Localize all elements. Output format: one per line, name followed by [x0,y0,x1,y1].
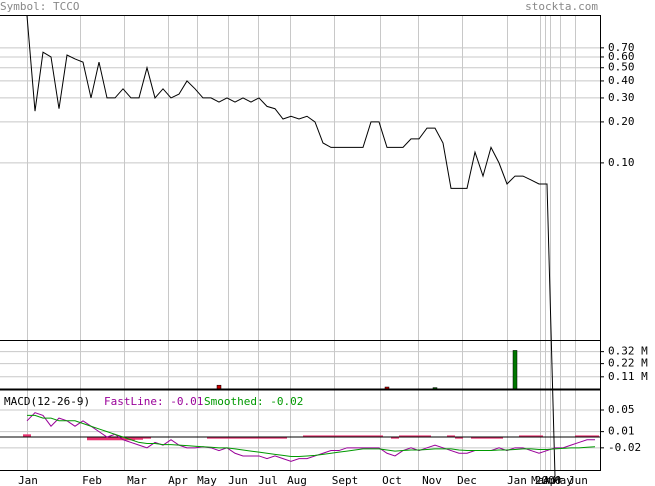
macd-histogram-bar [215,437,223,439]
y-tick-label: 0.01 [608,425,635,438]
macd-title: MACD(12-26-9) [4,395,90,408]
macd-histogram-bar [591,435,599,438]
macd-histogram-bar [375,435,383,438]
x-tick-label: Jun [568,474,588,486]
macd-histogram-bar [223,437,231,439]
x-tick-label: Oct [382,474,402,486]
macd-histogram-bar [23,434,31,438]
symbol-label: Symbol: TCCO [0,0,79,13]
x-tick-label: Nov [422,474,442,486]
x-tick-label: Apr [168,474,188,486]
macd-histogram-bar [455,437,463,439]
macd-histogram-bar [231,437,239,439]
grid [0,15,604,470]
y-tick-label: 0.05 [608,403,635,416]
macd-histogram-bar [127,437,135,441]
macd-histogram-bar [399,435,407,438]
y-tick-label: 0.60 [608,50,635,63]
x-tick-label: Mar [127,474,147,486]
macd-histogram-bar [407,435,415,438]
macd-histogram-bar [239,437,247,439]
macd-histogram-bar [519,435,527,438]
macd-histogram-bar [415,435,423,438]
macd-histogram-bar [351,435,359,438]
macd-histogram-bar [87,437,95,441]
x-tick-label: 2000 [535,474,562,486]
macd-histogram-bar [343,435,351,438]
macd-histogram-bar [335,435,343,438]
y-tick-label: 0.22 M [608,357,648,370]
macd-histogram-bar [135,437,143,440]
macd-histogram-bar [527,435,535,438]
x-tick-label: Jan [18,474,38,486]
x-tick-label: May [553,474,573,486]
y-tick-label: -0.02 [608,441,641,454]
macd-histogram-bar [103,437,111,441]
macd-histogram-bar [111,437,119,441]
macd-histogram-bar [303,435,311,438]
y-tick-label: 0.30 [608,91,635,104]
legend-fastline: FastLine: -0.01 [104,395,203,408]
macd-histogram-bar [143,437,151,439]
y-tick-label: 0.32 M [608,345,648,358]
macd-histogram-bar [367,435,375,438]
y-tick-label: 0.70 [608,41,635,54]
y-tick-label: 0.10 [608,156,635,169]
macd-histogram-bar [263,437,271,439]
x-tick-label: Jan [507,474,527,486]
x-tick-label: May [197,474,217,486]
macd-histogram-bar [423,435,431,438]
macd-histogram-bar [575,435,583,438]
x-tick-label: Dec [457,474,477,486]
frame [0,15,601,471]
macd-line [27,414,596,457]
x-tick-label: Sept [332,474,359,486]
macd-histogram-bar [359,435,367,438]
macd-histogram-bar [471,437,479,439]
macd-histogram-bar [479,437,487,439]
macd-histogram-bar [583,435,591,438]
macd-histogram-bar [495,437,503,439]
site-label: stockta.com [525,0,598,13]
macd-histogram-bar [279,437,287,439]
macd-line [26,412,595,462]
macd-histogram-bar [447,435,455,438]
y-tick-label: 0.20 [608,115,635,128]
macd-histogram-bar [391,437,399,439]
macd-histogram-bar [535,435,543,438]
y-tick-label: 0.50 [608,61,635,74]
x-tick-label: Aug [287,474,307,486]
x-tick-label: Mar [531,474,551,486]
x-tick-label: Apr [543,474,563,486]
macd-histogram-bar [247,437,255,439]
price-line [26,15,556,477]
macd-histogram-bar [319,435,327,438]
y-tick-label: 0.40 [608,74,635,87]
legend-smoothed: Smoothed: -0.02 [204,395,303,408]
macd-histogram-bar [487,437,495,439]
macd-histogram-bar [95,437,103,441]
macd-histogram-bar [207,437,215,439]
macd-histogram-bar [255,437,263,439]
x-tick-label: Feb [82,474,102,486]
x-tick-label: Jun [228,474,248,486]
macd-histogram-bar [271,437,279,439]
macd-histogram-bar [327,435,335,438]
macd-histogram-bar [119,437,127,441]
macd-histogram-bar [311,435,319,438]
volume-bar [512,350,518,391]
y-tick-label: 0.11 M [608,370,648,383]
x-tick-label: Jul [258,474,278,486]
